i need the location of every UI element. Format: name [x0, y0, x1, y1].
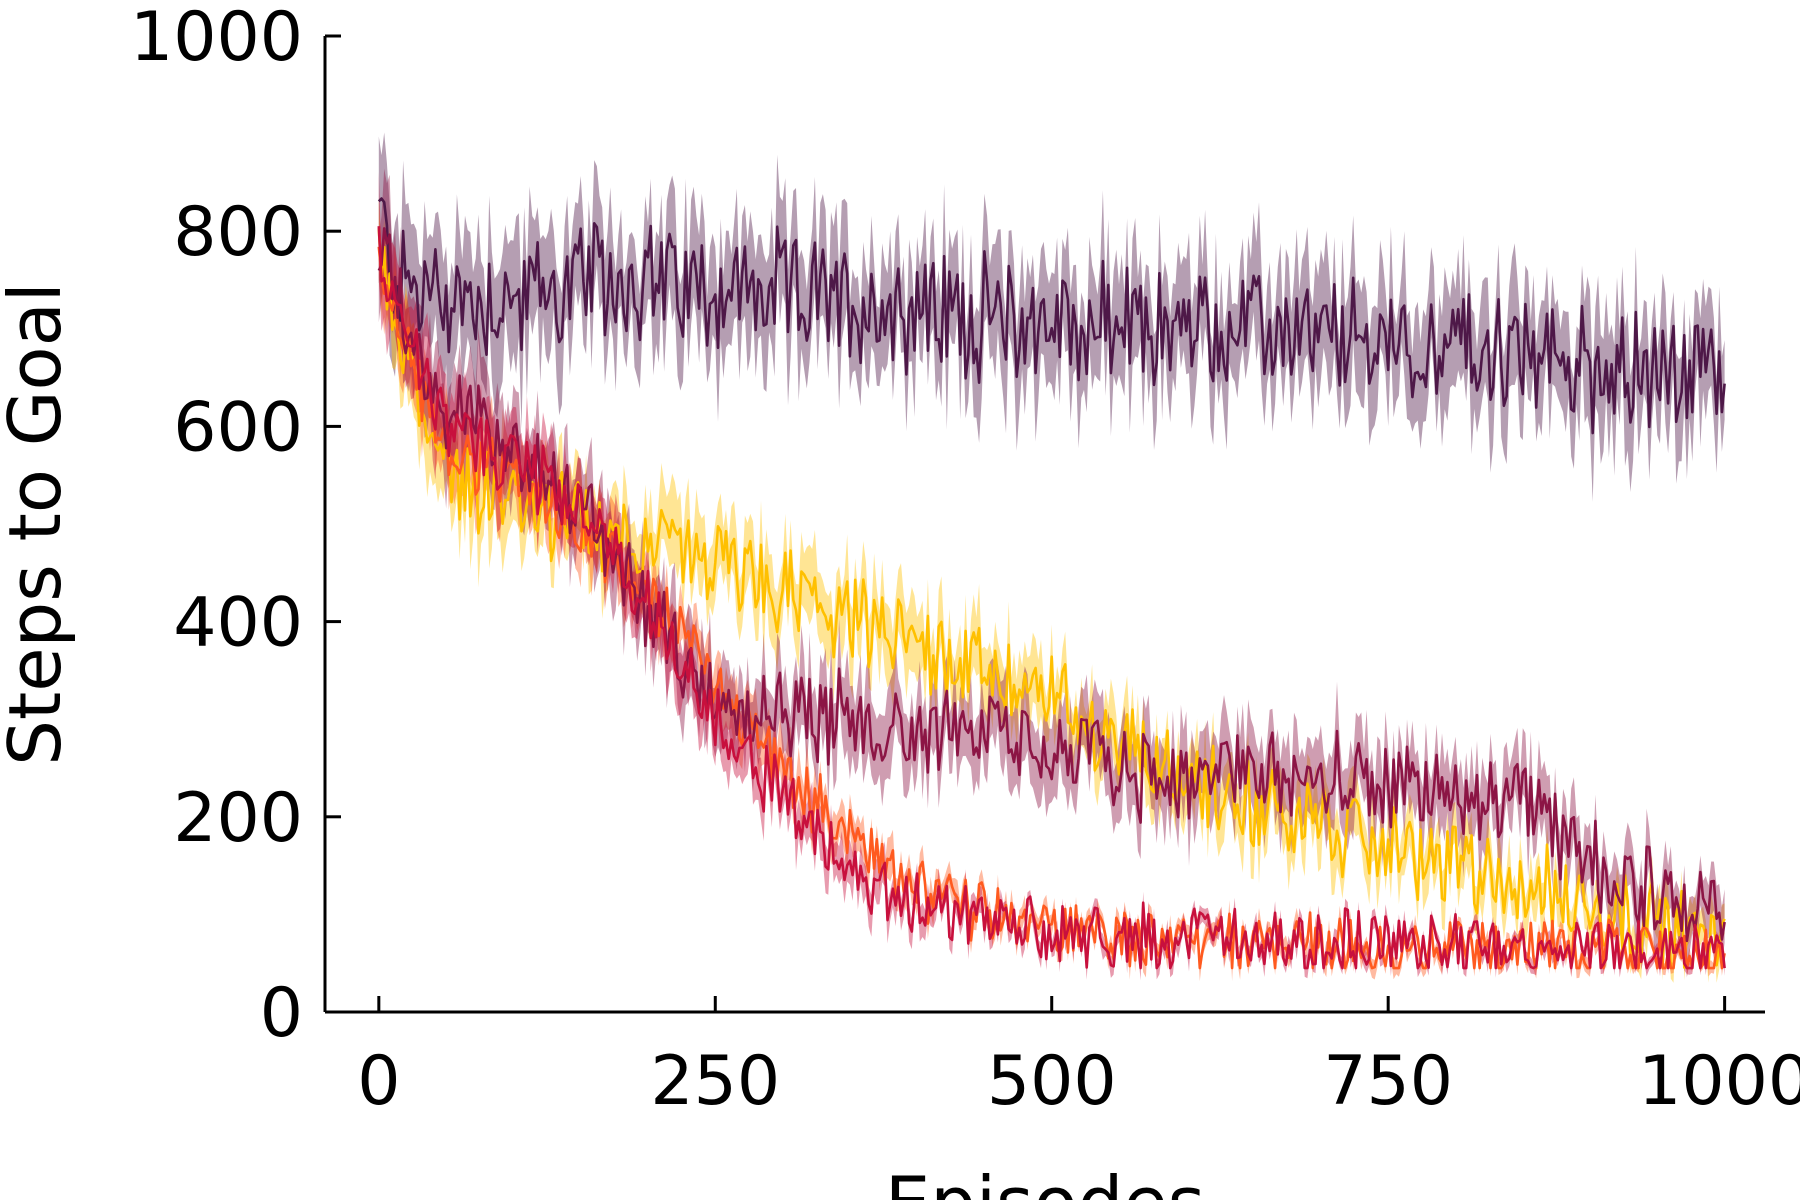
x-tick-label: 0: [357, 1042, 400, 1121]
x-tick-label: 1000: [1638, 1042, 1800, 1121]
series-4-line: [377, 227, 1726, 943]
x-tick-label: 500: [987, 1042, 1117, 1121]
y-axis-title: Steps to Goal: [0, 282, 77, 765]
x-axis-title: Episodes: [885, 1161, 1205, 1200]
y-tick-label: 200: [173, 779, 303, 858]
x-ticks: 0 250 500 750 1000: [357, 996, 1800, 1121]
y-tick-label: 1000: [130, 0, 303, 77]
x-tick-label: 250: [650, 1042, 780, 1121]
y-ticks: 0 200 400 600 800 1000: [130, 0, 341, 1053]
y-tick-label: 800: [173, 193, 303, 272]
series-lines: [377, 197, 1726, 970]
series-1-band: [378, 132, 1725, 502]
series-5-line: [377, 226, 1726, 970]
y-tick-label: 0: [260, 974, 303, 1053]
series-1-line: [377, 197, 1726, 435]
y-tick-label: 600: [173, 388, 303, 467]
x-tick-label: 750: [1323, 1042, 1453, 1121]
axes: [323, 36, 1765, 1014]
confidence-bands: [378, 132, 1725, 983]
y-tick-label: 400: [173, 584, 303, 663]
